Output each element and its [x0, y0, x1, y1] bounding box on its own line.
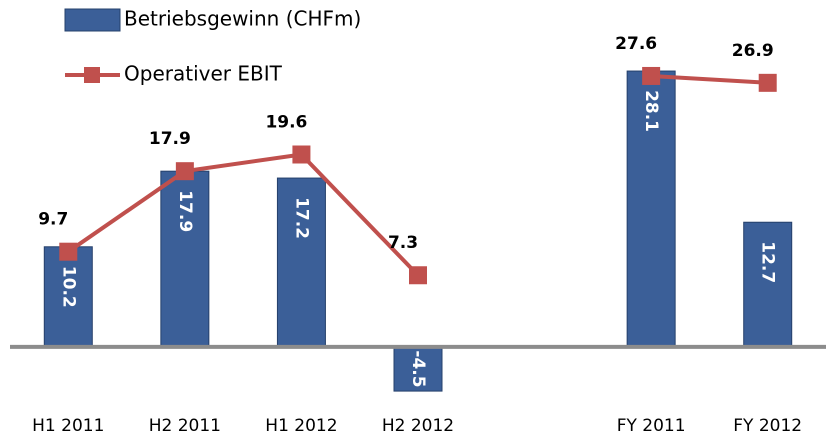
line-value-label: 7.3 — [388, 233, 418, 253]
line-marker — [409, 266, 427, 285]
line-value-label: 9.7 — [38, 210, 68, 230]
bar-value-label: 12.7 — [758, 241, 778, 283]
line-marker — [175, 162, 194, 181]
x-tick-label: H1 2012 — [265, 416, 337, 436]
bar — [160, 170, 210, 348]
bar-value-label: 17.2 — [291, 197, 311, 239]
x-tick-label: H2 2012 — [382, 416, 454, 436]
legend-marker — [84, 67, 100, 83]
line-marker — [292, 145, 311, 164]
x-tick-label: FY 2012 — [733, 416, 802, 436]
bar-value-label: -4.5 — [408, 350, 428, 387]
x-tick-label: FY 2011 — [617, 416, 686, 436]
line-marker — [642, 66, 661, 85]
line-value-label: 19.6 — [265, 112, 307, 132]
line-marker — [59, 242, 78, 261]
legend-swatch — [64, 8, 121, 32]
line-value-label: 27.6 — [615, 34, 657, 54]
bar-value-label: 28.1 — [641, 90, 661, 132]
bar — [626, 70, 676, 348]
bar-value-label: 10.2 — [58, 266, 78, 308]
legend-label: Betriebsgewinn (CHFm) — [124, 7, 361, 31]
x-tick-label: H2 2011 — [149, 416, 221, 436]
line-value-label: 26.9 — [732, 41, 774, 61]
line-value-label: 17.9 — [149, 129, 191, 149]
bar — [743, 221, 793, 348]
line — [67, 73, 768, 277]
bar-value-label: 17.9 — [175, 190, 195, 232]
legend-label: Operativer EBIT — [124, 62, 283, 86]
line-marker — [758, 73, 777, 92]
x-tick-label: H1 2011 — [32, 416, 104, 436]
bar — [393, 346, 443, 392]
